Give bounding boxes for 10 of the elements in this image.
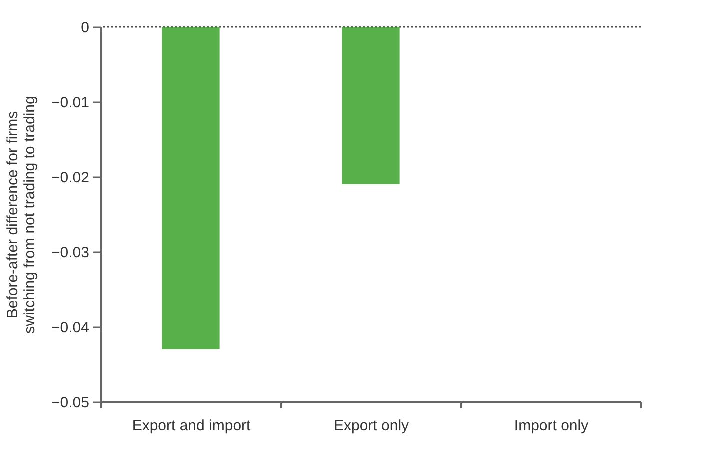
x-tick-label: Export only [334, 418, 410, 434]
y-tick-label: −0.03 [52, 244, 90, 262]
y-tick-label: −0.02 [52, 170, 90, 186]
y-tick-label: −0.05 [52, 394, 90, 412]
y-tick-label: −0.01 [52, 94, 90, 112]
x-tick-label: Export and import [132, 418, 252, 434]
y-axis-title: Before-after difference for firms switching from not trading to trading [4, 96, 39, 334]
x-tick-label: Import only [514, 418, 590, 434]
y-tick-label: −0.04 [52, 320, 90, 336]
y-tick-label: 0 [81, 20, 90, 36]
